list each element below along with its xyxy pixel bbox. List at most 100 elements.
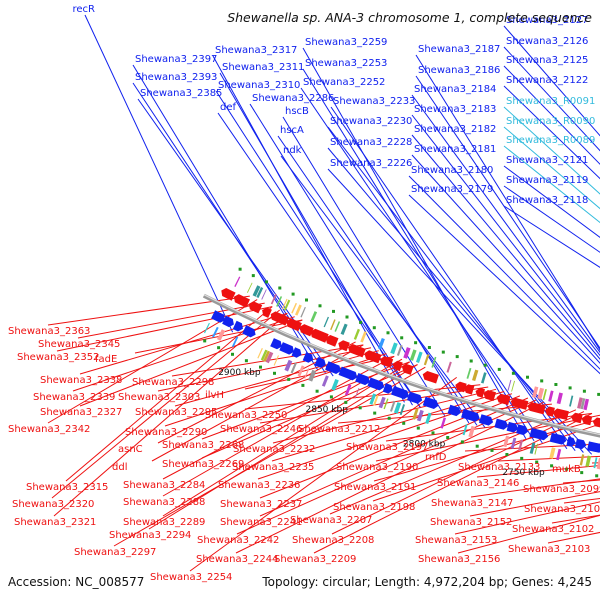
tick-dot: [490, 448, 494, 452]
tick-dot: [554, 383, 558, 386]
reverse-gene-arrow: [392, 360, 403, 372]
tick-dot: [217, 346, 221, 350]
reverse-gene-arrow: [463, 384, 475, 395]
gene-label: Shewana3_2101: [524, 504, 600, 515]
label-connector: [411, 114, 600, 357]
gene-label: Shewana3_2190: [336, 462, 418, 473]
gene-label: Shewana3_2146: [437, 478, 519, 489]
gene-category-band: [409, 349, 417, 361]
gene-label: Shewana3_2311: [222, 62, 304, 73]
gene-category-band: [396, 344, 403, 356]
reverse-gene-arrow: [299, 324, 314, 337]
gene-label: Shewana3_2241: [220, 517, 302, 528]
gene-color-bands: [204, 276, 600, 470]
gene-label: Shewana3_2268: [162, 440, 244, 451]
gene-label: Shewana3_2191: [334, 482, 416, 493]
forward-gene-arrow: [566, 436, 576, 447]
accession-text: Accession: NC_008577: [8, 575, 144, 589]
gene-category-band: [507, 379, 512, 391]
gene-category-band: [204, 322, 210, 334]
gene-label: def: [220, 102, 237, 113]
gene-label: Shewana3_2183: [414, 104, 496, 115]
kbp-tick-label: 2850 kbp: [306, 405, 349, 415]
gene-category-band: [549, 447, 556, 459]
gene-category-band: [425, 412, 432, 424]
gene-label: Shewana3_2226: [330, 158, 412, 169]
label-connector: [327, 168, 593, 455]
gene-label: Shewana3_2209: [274, 554, 356, 565]
gene-label: Shewana3_2363: [8, 326, 90, 337]
gene-label: Shewana3_2122: [506, 75, 588, 86]
gene-label: Shewana3_2289: [123, 517, 205, 528]
gene-label: Shewana3_2198: [333, 502, 415, 513]
gene-category-band: [263, 350, 270, 362]
gene-label: Shewana3_2288: [123, 497, 205, 508]
gene-category-band: [537, 387, 544, 400]
reverse-gene-arrow: [483, 390, 496, 401]
gene-labels: recRShewana3_2397Shewana3_2393Shewana3_2…: [8, 4, 600, 583]
tick-dot: [469, 359, 473, 363]
tick-dot: [315, 389, 319, 393]
label-connector: [327, 147, 584, 453]
tick-dot: [251, 274, 255, 278]
tick-dot: [475, 444, 479, 448]
tick-dot: [344, 400, 348, 404]
forward-gene-arrow: [516, 424, 528, 436]
gene-label: Shewana3_2207: [290, 515, 372, 526]
gene-label: Shewana3_2187: [418, 44, 500, 55]
gene-label: Shewana3_2235: [232, 462, 314, 473]
label-connector: [72, 316, 295, 392]
label-connector: [244, 355, 395, 390]
gene-label: Shewana3_2254: [150, 572, 232, 583]
label-connector: [503, 46, 600, 152]
gene-label: Shewana3_2297: [74, 547, 156, 558]
chromosome-backbone-highlight: [203, 294, 600, 436]
gene-label: Shewana3_2290: [125, 427, 207, 438]
tick-dot: [595, 474, 599, 478]
gene-category-band: [283, 299, 291, 311]
gene-label: Shewana3_2152: [430, 517, 512, 528]
gene-category-band: [304, 368, 310, 379]
gene-category-band: [593, 457, 598, 469]
gene-label: Shewana3_2317: [215, 45, 297, 56]
gene-label: Shewana3_2156: [418, 554, 500, 565]
tick-dot: [511, 371, 515, 375]
tick-dot: [259, 365, 262, 369]
tick-dot: [505, 453, 509, 456]
label-connector: [415, 54, 600, 351]
gene-category-band: [331, 379, 339, 391]
forward-gene-arrow: [574, 438, 587, 450]
gene-category-band: [310, 311, 318, 323]
gene-label: Shewana3_2269: [162, 459, 244, 470]
tick-dot: [526, 375, 529, 379]
reverse-gene-arrow: [475, 387, 485, 398]
label-connector: [411, 154, 600, 364]
tick-dot: [535, 460, 539, 464]
gene-label: Shewana3_2259: [305, 37, 387, 48]
forward-gene-arrow: [479, 414, 494, 426]
reverse-gene-arrow: [286, 318, 302, 332]
gene-category-band: [340, 323, 348, 335]
gene-category-band: [390, 400, 396, 412]
tick-dot: [265, 280, 268, 284]
tick-dot: [238, 267, 242, 271]
gene-category-band: [583, 398, 589, 411]
gene-label: hscA: [280, 125, 304, 136]
label-connector: [65, 306, 273, 482]
gene-label: Shewana3_2320: [12, 499, 94, 510]
tick-dot: [580, 471, 584, 475]
gene-label: Shewana3_2294: [109, 530, 191, 541]
gene-category-band: [548, 390, 554, 402]
gene-label: Shewana3_2397: [135, 54, 217, 65]
gene-category-band: [297, 365, 305, 377]
gene-label: Shewana3_2310: [218, 80, 300, 91]
tick-dot: [372, 326, 376, 330]
gene-label: Shewana3_R0089: [506, 135, 595, 146]
label-connector-lines: [47, 14, 600, 572]
gene-label: Shewana3_2253: [305, 58, 387, 69]
forward-gene-arrow: [314, 357, 326, 368]
label-connector: [411, 134, 600, 360]
gene-label: Shewana3_2321: [14, 517, 96, 528]
reverse-gene-arrow: [325, 335, 339, 347]
gene-label: Shewana3_2385: [140, 88, 222, 99]
